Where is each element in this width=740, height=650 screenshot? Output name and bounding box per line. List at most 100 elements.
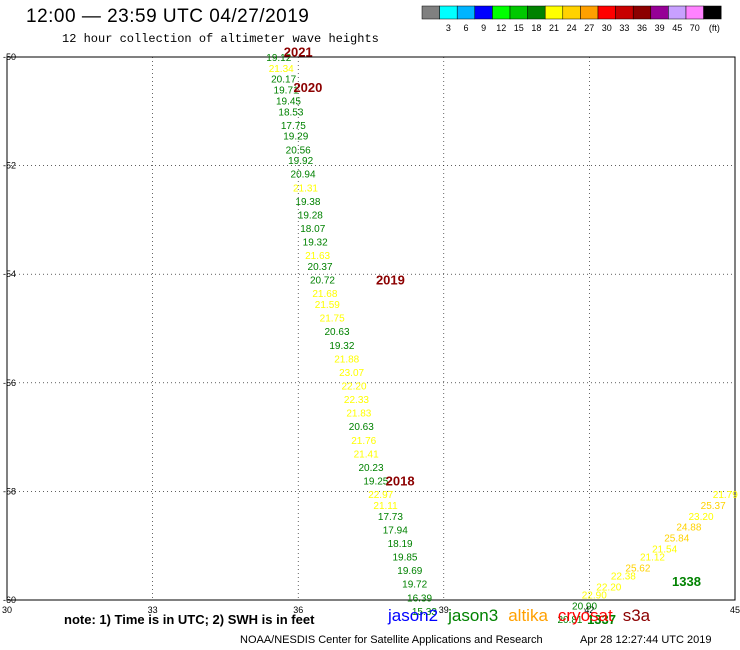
pass-number-label: 2018: [386, 474, 415, 489]
legend-swatch: [650, 5, 669, 20]
swh-value-label: 25.84: [664, 534, 689, 545]
legend-label: 27: [584, 23, 594, 33]
y-tick-label: -60: [3, 595, 16, 605]
subtitle-text: 12 hour collection of altimeter wave hei…: [62, 32, 379, 46]
pass-number-label: 2019: [376, 273, 405, 288]
swh-value-label: 19.32: [329, 341, 354, 352]
chart-grid: [6, 56, 736, 601]
swh-value-label: 19.25: [363, 477, 388, 488]
swh-value-label: 19.85: [392, 553, 417, 564]
swh-value-label: 19.28: [298, 210, 323, 221]
swh-value-label: 21.63: [305, 251, 330, 262]
pass-number-label: 1337: [587, 612, 616, 627]
swh-value-label: 20.63: [349, 422, 374, 433]
legend-swatch: [703, 5, 722, 20]
swh-value-label: 19.69: [397, 566, 422, 577]
swh-value-label: 22.20: [341, 382, 366, 393]
legend-label: 70: [690, 23, 700, 33]
legend-label: 3: [446, 23, 451, 33]
swh-value-label: 17.73: [378, 512, 403, 523]
footer-credit: NOAA/NESDIS Center for Satellite Applica…: [240, 634, 543, 646]
swh-value-label: 19.32: [303, 238, 328, 249]
swh-value-label: 20.94: [291, 170, 316, 181]
swh-value-label: 21.12: [640, 553, 665, 564]
legend-label: 9: [481, 23, 486, 33]
x-tick-label: 45: [730, 605, 740, 615]
satellite-s3a-label: s3a: [622, 606, 651, 625]
swh-value-label: 17.75: [281, 121, 306, 132]
swh-value-label: 19.72: [402, 580, 427, 591]
y-tick-label: -58: [3, 486, 16, 496]
plot-frame: [6, 56, 736, 601]
swh-value-label: 22.20: [596, 582, 621, 593]
y-tick-label: -52: [3, 161, 16, 171]
swh-value-label: 20.17: [271, 75, 296, 86]
pass-number-label: 2021: [284, 45, 313, 60]
satellite-legend: jason2 jason3 altika cryosat s3a: [388, 606, 660, 626]
swh-value-label: 19.12: [266, 53, 291, 64]
legend-label: 39: [655, 23, 665, 33]
legend-swatch: [685, 5, 704, 20]
swh-value-label: 22.90: [582, 591, 607, 602]
swh-value-label: 21.54: [652, 544, 677, 555]
swh-value-label: 21.31: [293, 183, 318, 194]
color-scale-legend: 3 6 9 12 15 18 21 24 27 30 33 36 39 45 70 (ft): [421, 5, 722, 33]
legend-swatch: [597, 5, 616, 20]
swh-value-label: 20.56: [286, 145, 311, 156]
legend-swatch: [544, 5, 564, 20]
swh-value-label: 21.34: [269, 64, 294, 75]
legend-label: 6: [463, 23, 468, 33]
swh-value-label: 18.19: [388, 539, 413, 550]
legend-label: 36: [637, 23, 647, 33]
swh-value-label: 24.88: [676, 523, 701, 534]
y-tick-label: -56: [3, 378, 16, 388]
swh-value-label: 20.72: [310, 276, 335, 287]
x-tick-label: 30: [2, 605, 12, 615]
legend-label: 12: [496, 23, 506, 33]
legend-swatch: [580, 5, 599, 20]
legend-label: (ft): [709, 23, 720, 33]
legend-label: 15: [514, 23, 524, 33]
swh-value-label: 22.33: [344, 395, 369, 406]
swh-value-label: 21.76: [351, 436, 376, 447]
legend-swatch: [562, 5, 581, 20]
swh-value-label: 25.62: [625, 563, 650, 574]
swh-value-label: 20.90: [572, 601, 597, 612]
swh-value-label: 18.07: [300, 224, 325, 235]
swh-value-label: 23.07: [339, 368, 364, 379]
swh-value-label: 19.92: [288, 156, 313, 167]
swh-value-label: 21.11: [373, 501, 398, 512]
legend-swatch: [668, 5, 687, 20]
swh-value-label: 22.97: [368, 490, 393, 501]
legend-swatch: [615, 5, 634, 20]
swh-value-label: 19.38: [295, 197, 320, 208]
swh-value-label: 21.88: [334, 354, 359, 365]
swh-value-label: 22.38: [611, 572, 636, 583]
swh-value-label: 16.39: [407, 593, 432, 604]
legend-swatch: [492, 5, 511, 20]
title-text: 12:00 — 23:59 UTC 04/27/2019: [26, 6, 310, 27]
swh-value-label: 20.37: [308, 262, 333, 273]
footer-note: note: 1) Time is in UTC; 2) SWH is in fe…: [64, 612, 315, 627]
legend-label: 24: [567, 23, 577, 33]
swh-value-label: 21.68: [312, 289, 337, 300]
x-tick-label: 42: [584, 605, 594, 615]
legend-swatch: [632, 5, 652, 20]
legend-swatch: [421, 5, 440, 20]
satellite-jason3-label: jason3: [448, 606, 499, 625]
legend-swatch: [439, 5, 458, 20]
legend-label: 30: [602, 23, 612, 33]
x-tick-label: 33: [148, 605, 158, 615]
satellite-cryosat-label: cryosat: [557, 606, 613, 625]
chart-axes: 30 33 36 39 42 45 -50 -52 -54 -56 -58 -60: [2, 52, 740, 615]
swh-value-label: 19.29: [283, 132, 308, 143]
legend-label: 33: [619, 23, 629, 33]
swh-value-label: 21.59: [315, 300, 340, 311]
satellite-jason2-label: jason2: [388, 606, 439, 625]
satellite-altika-label: altika: [508, 606, 548, 625]
swh-value-label: 17.94: [383, 525, 408, 536]
pass-number-label: 2020: [293, 80, 322, 95]
track-annotations: 2021 2020 2019 2018 1338 1337: [284, 45, 701, 627]
swh-value-label: 21.83: [346, 409, 371, 420]
